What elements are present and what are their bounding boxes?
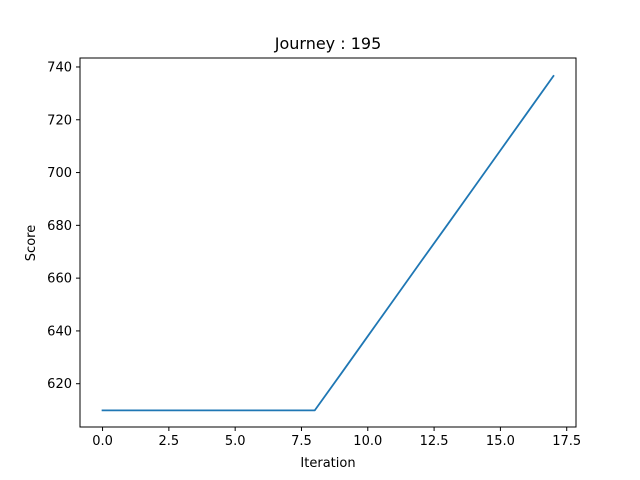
y-tick-label: 620 <box>47 377 72 392</box>
y-tick-label: 720 <box>47 113 72 128</box>
x-tick-label: 2.5 <box>159 434 180 449</box>
chart-title: Journey : 195 <box>274 34 382 53</box>
plot-frame <box>79 57 577 428</box>
y-tick-label: 660 <box>47 272 72 287</box>
series-line-0 <box>101 74 555 412</box>
x-tick-label: 17.5 <box>552 434 581 449</box>
x-tick-label: 7.5 <box>291 434 312 449</box>
x-tick-label: 0.0 <box>92 434 113 449</box>
y-tick-label: 640 <box>47 324 72 339</box>
y-tick-label: 700 <box>47 166 72 181</box>
y-tick-label: 740 <box>47 60 72 75</box>
y-tick-label: 680 <box>47 219 72 234</box>
x-tick-label: 10.0 <box>353 434 382 449</box>
x-tick-label: 15.0 <box>486 434 515 449</box>
x-axis-label: Iteration <box>300 456 355 471</box>
x-tick-label: 5.0 <box>225 434 246 449</box>
y-axis-label: Score <box>24 225 39 261</box>
x-tick-label: 12.5 <box>420 434 449 449</box>
